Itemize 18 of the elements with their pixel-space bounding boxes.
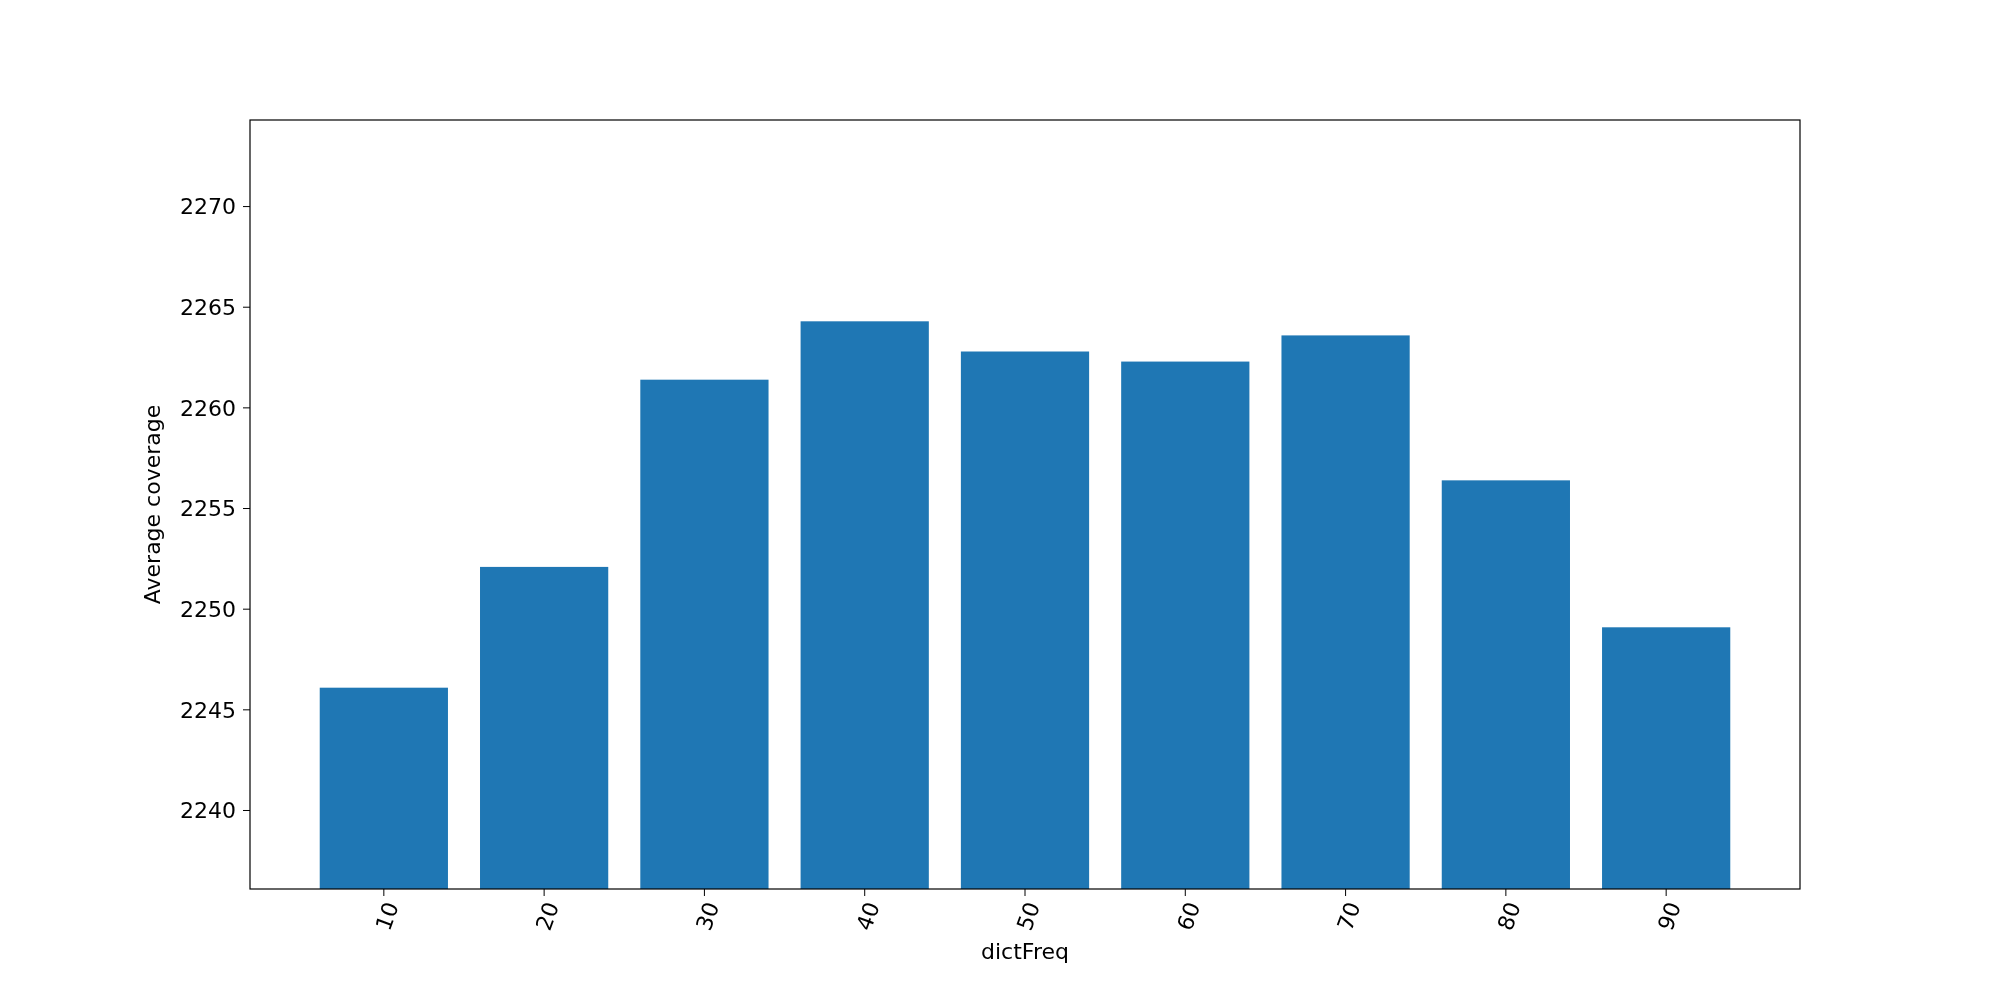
y-tick-label: 2260	[180, 395, 236, 421]
y-axis-title: Average coverage	[140, 404, 165, 605]
y-tick-label: 2245	[180, 697, 236, 723]
x-tick-label: 70	[1332, 898, 1366, 934]
x-tick-label: 50	[1011, 898, 1045, 934]
x-tick-label: 10	[370, 898, 404, 934]
x-tick-label: 80	[1492, 898, 1526, 934]
y-tick-label: 2250	[180, 596, 236, 622]
y-tick-label: 2240	[180, 798, 236, 824]
x-tick-label: 40	[851, 898, 885, 934]
x-tick-label: 30	[691, 898, 725, 934]
y-tick-label: 2265	[180, 294, 236, 320]
y-tick-label: 2270	[180, 194, 236, 220]
y-tick-label: 2255	[180, 496, 236, 522]
x-axis-title: dictFreq	[981, 939, 1069, 964]
x-tick-label: 60	[1172, 898, 1206, 934]
x-tick-label: 20	[531, 898, 565, 934]
x-tick-label: 90	[1653, 898, 1687, 934]
